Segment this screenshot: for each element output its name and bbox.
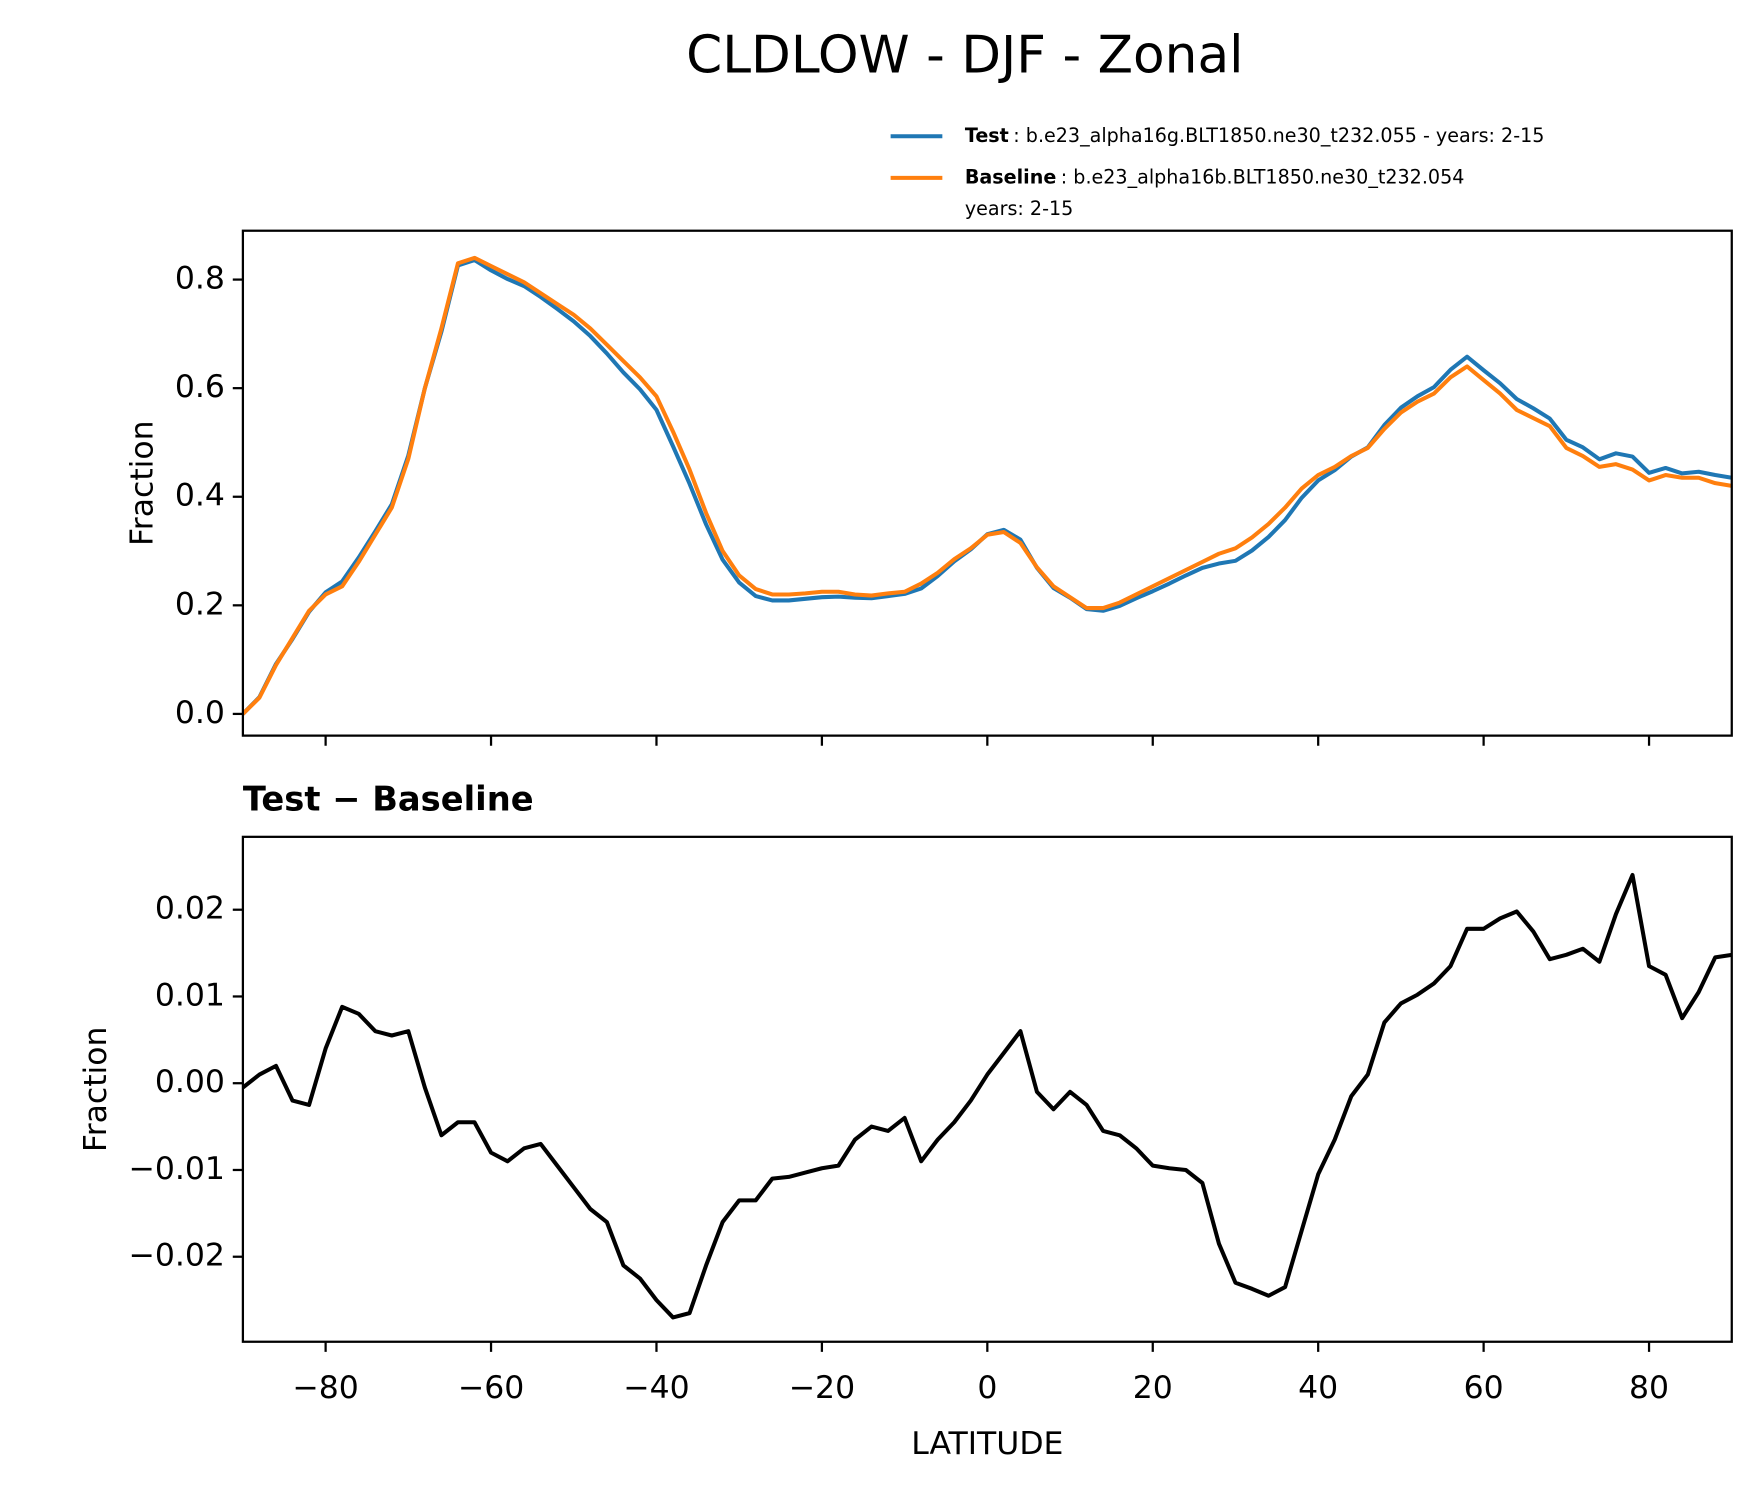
y-tick-label: −0.01 bbox=[128, 1151, 224, 1187]
x-axis-label: LATITUDE bbox=[911, 1426, 1063, 1462]
legend-text: : b.e23_alpha16g.BLT1850.ne30_t232.055 -… bbox=[1013, 124, 1544, 147]
x-tick-label: −40 bbox=[623, 1370, 689, 1406]
y-tick-label: 0.00 bbox=[155, 1064, 225, 1100]
axes-frame bbox=[241, 835, 1733, 1343]
y-axis-label: Fraction bbox=[124, 420, 160, 546]
axes-frame bbox=[241, 229, 1733, 737]
legend-text: years: 2-15 bbox=[965, 197, 1073, 220]
x-tick-label: 0 bbox=[977, 1370, 997, 1406]
data-line bbox=[242, 255, 1732, 716]
y-axis-label: Fraction bbox=[78, 1026, 114, 1152]
x-tick-label: 20 bbox=[1133, 1370, 1173, 1406]
y-tick-label: 0.02 bbox=[155, 891, 225, 927]
legend-name: Baseline bbox=[965, 165, 1056, 188]
legend-name: Test bbox=[965, 124, 1009, 147]
data-line bbox=[242, 872, 1732, 1320]
x-tick-label: −60 bbox=[458, 1370, 524, 1406]
y-tick-label: 0.0 bbox=[175, 695, 225, 731]
y-tick-label: 0.4 bbox=[175, 478, 225, 514]
x-tick-label: 60 bbox=[1464, 1370, 1504, 1406]
x-tick-label: 80 bbox=[1629, 1370, 1669, 1406]
y-tick-label: 0.2 bbox=[175, 586, 225, 622]
y-tick-label: 0.01 bbox=[155, 977, 225, 1013]
subplot-title: Test − Baseline bbox=[243, 779, 534, 818]
legend-text: : b.e23_alpha16b.BLT1850.ne30_t232.054 bbox=[1061, 165, 1465, 188]
y-tick-label: 0.8 bbox=[175, 261, 225, 297]
y-tick-label: 0.6 bbox=[175, 369, 225, 405]
x-tick-label: 40 bbox=[1298, 1370, 1338, 1406]
x-tick-label: −80 bbox=[292, 1370, 358, 1406]
y-tick-label: −0.02 bbox=[128, 1238, 224, 1274]
figure-title: CLDLOW - DJF - Zonal bbox=[686, 26, 1243, 86]
x-tick-label: −20 bbox=[789, 1370, 855, 1406]
